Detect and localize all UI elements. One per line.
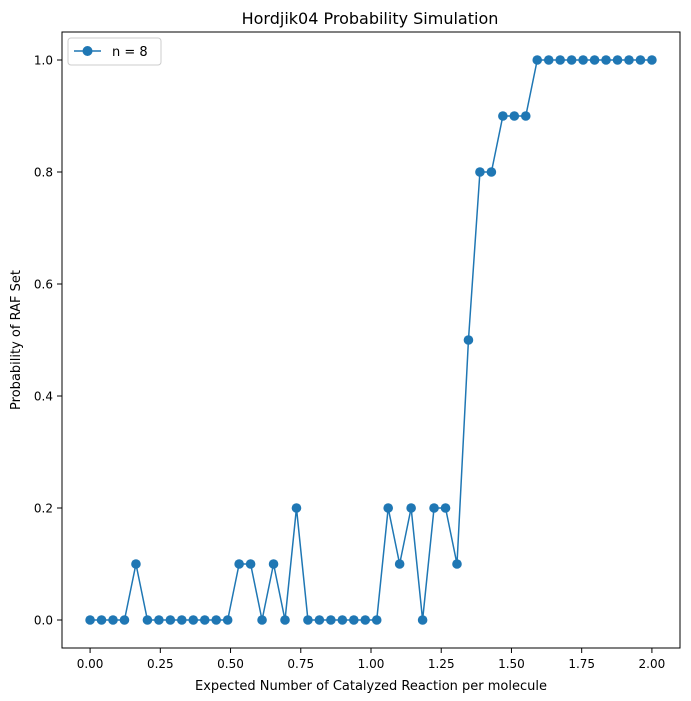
x-tick-label: 1.25 bbox=[428, 657, 455, 671]
data-point bbox=[475, 167, 485, 177]
y-tick-label: 0.6 bbox=[34, 278, 53, 292]
data-point bbox=[303, 615, 313, 625]
data-point bbox=[257, 615, 267, 625]
data-point bbox=[624, 55, 634, 65]
data-point bbox=[520, 111, 531, 121]
plot-area bbox=[85, 55, 657, 625]
data-point bbox=[291, 503, 302, 513]
data-point bbox=[429, 503, 439, 513]
legend-label: n = 8 bbox=[112, 45, 148, 60]
x-axis: 0.00 0.25 0.50 0.75 1.00 1.25 1.50 1.75 2.00 bbox=[77, 648, 666, 671]
data-point bbox=[635, 55, 646, 65]
data-point bbox=[417, 615, 428, 625]
data-point bbox=[578, 55, 588, 65]
data-point bbox=[108, 615, 118, 625]
y-tick-label: 1.0 bbox=[34, 54, 53, 68]
data-point bbox=[326, 615, 336, 625]
x-tick-label: 1.75 bbox=[568, 657, 595, 671]
x-axis-label: Expected Number of Catalyzed Reaction pe… bbox=[195, 679, 547, 694]
data-point bbox=[268, 559, 279, 569]
data-point bbox=[383, 503, 393, 513]
data-point bbox=[509, 111, 520, 121]
data-point bbox=[165, 615, 176, 625]
data-point bbox=[119, 615, 130, 625]
x-tick-label: 0.75 bbox=[287, 657, 314, 671]
data-point bbox=[222, 615, 233, 625]
data-point bbox=[154, 615, 164, 625]
y-tick-label: 0.4 bbox=[34, 390, 53, 404]
data-point bbox=[394, 559, 405, 569]
data-point bbox=[555, 55, 565, 65]
data-point bbox=[199, 615, 210, 625]
data-point bbox=[85, 615, 95, 625]
data-point bbox=[211, 615, 222, 625]
legend: n = 8 bbox=[67, 37, 162, 66]
legend-marker bbox=[82, 46, 93, 56]
data-point bbox=[566, 55, 577, 65]
y-axis-label: Probability of RAF Set bbox=[9, 270, 24, 410]
data-point bbox=[188, 615, 199, 625]
data-point bbox=[314, 615, 325, 625]
data-point bbox=[142, 615, 153, 625]
x-tick-label: 2.00 bbox=[639, 657, 666, 671]
data-point bbox=[96, 615, 107, 625]
y-axis: 0.0 0.2 0.4 0.6 0.8 1.0 bbox=[34, 54, 62, 628]
data-point bbox=[371, 615, 382, 625]
data-point bbox=[452, 559, 462, 569]
data-point bbox=[440, 503, 451, 513]
x-tick-label: 1.50 bbox=[498, 657, 525, 671]
data-point bbox=[406, 503, 416, 513]
data-point bbox=[589, 55, 600, 65]
y-tick-label: 0.8 bbox=[34, 166, 53, 180]
data-point bbox=[234, 559, 244, 569]
data-point bbox=[177, 615, 187, 625]
data-point bbox=[349, 615, 359, 625]
data-point bbox=[337, 615, 348, 625]
y-tick-label: 0.0 bbox=[34, 614, 53, 628]
data-point bbox=[498, 111, 508, 121]
data-point bbox=[601, 55, 611, 65]
y-tick-label: 0.2 bbox=[34, 502, 53, 516]
x-tick-label: 0.00 bbox=[77, 657, 104, 671]
x-tick-label: 0.25 bbox=[147, 657, 174, 671]
data-point bbox=[245, 559, 256, 569]
data-point bbox=[612, 55, 623, 65]
data-point bbox=[532, 55, 543, 65]
data-point bbox=[543, 55, 554, 65]
chart-title: Hordjik04 Probability Simulation bbox=[242, 9, 499, 28]
data-point bbox=[647, 55, 657, 65]
data-point bbox=[360, 615, 371, 625]
legend-box bbox=[67, 37, 162, 66]
x-tick-label: 0.50 bbox=[217, 657, 244, 671]
data-point bbox=[463, 335, 474, 345]
data-point bbox=[486, 167, 497, 177]
data-point bbox=[131, 559, 141, 569]
x-tick-label: 1.00 bbox=[358, 657, 385, 671]
data-point bbox=[280, 615, 290, 625]
